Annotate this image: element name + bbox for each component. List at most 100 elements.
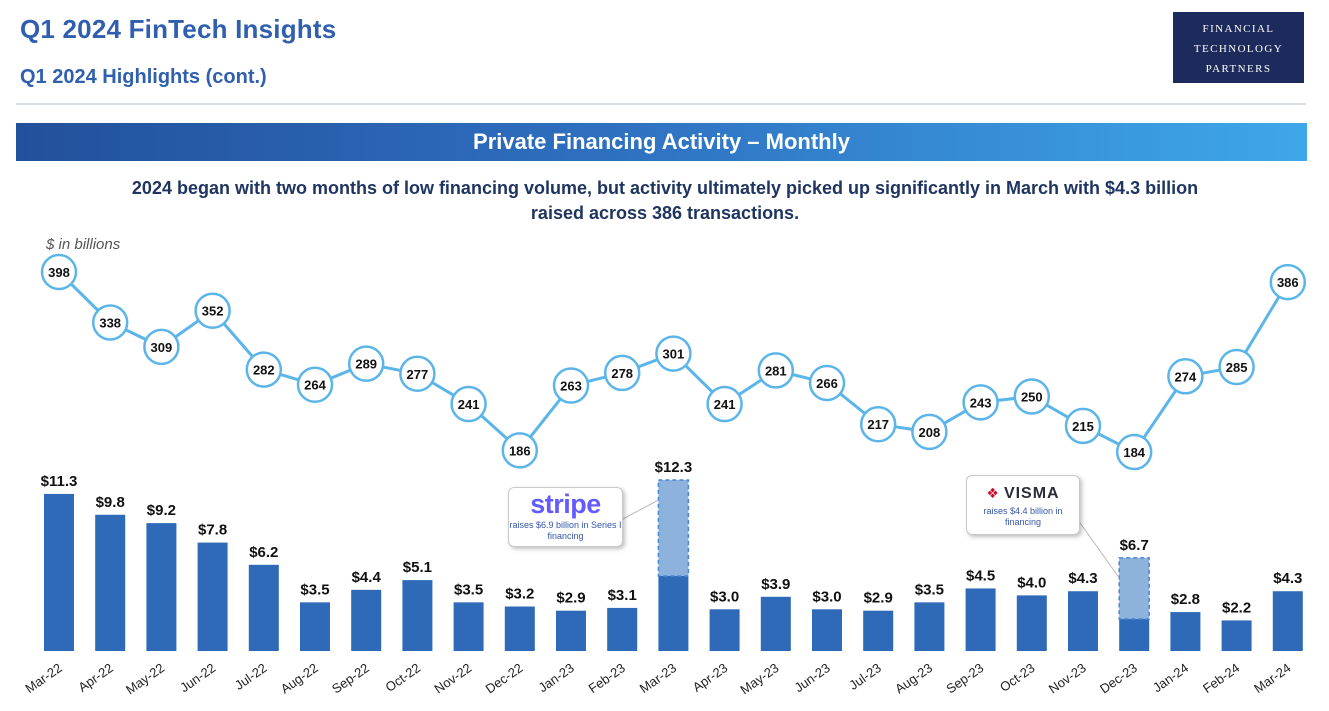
visma-callout-text: raises $4.4 billion in financing	[983, 506, 1063, 527]
x-tick-label: Jan-23	[536, 660, 577, 695]
x-tick-label: Dec-23	[1097, 660, 1140, 696]
bar-value-label: $3.1	[608, 587, 637, 604]
x-tick-label: Apr-22	[75, 660, 116, 695]
bar-value-label: $9.2	[147, 502, 176, 519]
stripe-connector	[620, 499, 659, 521]
bar	[95, 514, 126, 651]
bar	[197, 542, 228, 651]
deal-count-point	[1167, 358, 1204, 395]
page-title: Q1 2024 FinTech Insights	[20, 14, 337, 44]
x-tick-label: Jun-23	[792, 660, 833, 695]
x-tick-label: Sep-23	[943, 660, 986, 696]
deal-count-point	[655, 335, 692, 372]
x-tick-label: Feb-24	[1200, 660, 1242, 696]
deal-count-label: 241	[458, 397, 480, 412]
bar-highlight	[657, 479, 690, 577]
deal-count-point	[1115, 433, 1153, 471]
deal-count-label: 309	[151, 340, 173, 355]
bar	[965, 588, 996, 651]
bar-value-label: $2.8	[1171, 591, 1200, 608]
deal-count-label: 250	[1021, 389, 1043, 404]
x-tick-label: May-22	[123, 660, 167, 697]
logo-line-3: PARTNERS	[1205, 63, 1272, 75]
deal-count-point	[1269, 263, 1307, 301]
deal-count-label: 274	[1175, 369, 1197, 384]
stripe-callout: stripe raises $6.9 billion in Series I f…	[508, 487, 623, 547]
bar	[300, 602, 330, 651]
x-tick-label: Feb-23	[586, 660, 628, 696]
deal-count-label: 277	[407, 367, 429, 382]
bar	[44, 493, 74, 651]
bar	[658, 575, 689, 651]
deal-count-point	[450, 385, 487, 423]
deal-count-label: 301	[663, 347, 685, 362]
bar-value-label: $3.2	[505, 586, 534, 603]
deal-count-label: 264	[304, 378, 326, 393]
deal-count-point	[552, 367, 590, 404]
deal-count-label: 215	[1072, 419, 1094, 434]
bar	[556, 610, 586, 651]
deal-count-point	[501, 432, 539, 469]
deal-count-label: 282	[253, 363, 275, 378]
bar-value-label: $9.8	[96, 494, 125, 511]
deal-count-point	[1064, 407, 1102, 445]
x-tick-label: Jan-24	[1150, 660, 1191, 695]
bar-value-label: $4.3	[1273, 570, 1302, 587]
x-tick-label: Mar-24	[1251, 660, 1293, 696]
bar	[1068, 591, 1098, 651]
deal-count-point	[962, 384, 999, 421]
visma-logo-text: VISMA	[1003, 485, 1060, 502]
logo-line-1: FINANCIAL	[1202, 23, 1275, 35]
x-tick-label: Dec-22	[483, 660, 526, 696]
deal-count-point	[143, 328, 180, 366]
bar	[402, 580, 433, 651]
x-tick-label: Mar-22	[22, 660, 64, 696]
deal-count-point	[911, 413, 948, 451]
deal-count-label: 241	[714, 397, 736, 412]
bar-value-label: $2.2	[1222, 599, 1251, 616]
deal-count-point	[399, 355, 436, 393]
deal-count-point	[1218, 348, 1255, 386]
bar	[1016, 595, 1047, 651]
bar	[504, 606, 535, 651]
deal-count-label: 285	[1226, 360, 1248, 375]
x-tick-label: Sep-22	[329, 660, 372, 696]
deal-count-point	[40, 253, 78, 291]
x-tick-label: Oct-23	[997, 660, 1038, 695]
deal-count-point	[706, 385, 743, 423]
deal-count-label: 243	[970, 395, 992, 410]
bar	[863, 610, 894, 651]
deal-count-label: 208	[919, 425, 941, 440]
x-tick-label: Jul-23	[846, 660, 884, 693]
bar-value-label: $3.5	[300, 581, 329, 598]
bar-value-label: $7.8	[198, 522, 227, 539]
deal-count-point	[194, 292, 231, 329]
x-tick-label: Mar-23	[637, 660, 679, 696]
bar-value-label: $3.0	[812, 588, 841, 605]
deal-count-point	[347, 345, 385, 382]
bar-value-label: $2.9	[864, 590, 893, 607]
bar	[351, 589, 382, 651]
visma-mark-icon: ❖	[986, 485, 1000, 501]
x-tick-label: Nov-22	[431, 660, 474, 696]
deal-count-point	[296, 366, 334, 403]
bar	[146, 523, 177, 651]
bar-value-label: $3.5	[454, 581, 483, 598]
unit-label: $ in billions	[46, 236, 121, 253]
bar-value-label: $4.0	[1017, 574, 1046, 591]
bar	[1221, 620, 1252, 651]
x-tick-label: Aug-23	[892, 660, 935, 696]
bar-value-label: $6.2	[249, 544, 278, 561]
deal-count-label: 266	[816, 376, 838, 391]
deal-count-point	[245, 351, 283, 388]
deal-count-point	[757, 352, 795, 389]
deal-count-point	[1013, 378, 1051, 415]
bar-value-label: $2.9	[556, 590, 585, 607]
bar	[760, 596, 791, 651]
visma-connector	[1077, 519, 1120, 579]
x-tick-label: Apr-23	[690, 660, 731, 695]
deal-count-point	[91, 304, 129, 341]
bar	[248, 564, 279, 651]
visma-callout: ❖ VISMA raises $4.4 billion in financing	[966, 475, 1080, 535]
